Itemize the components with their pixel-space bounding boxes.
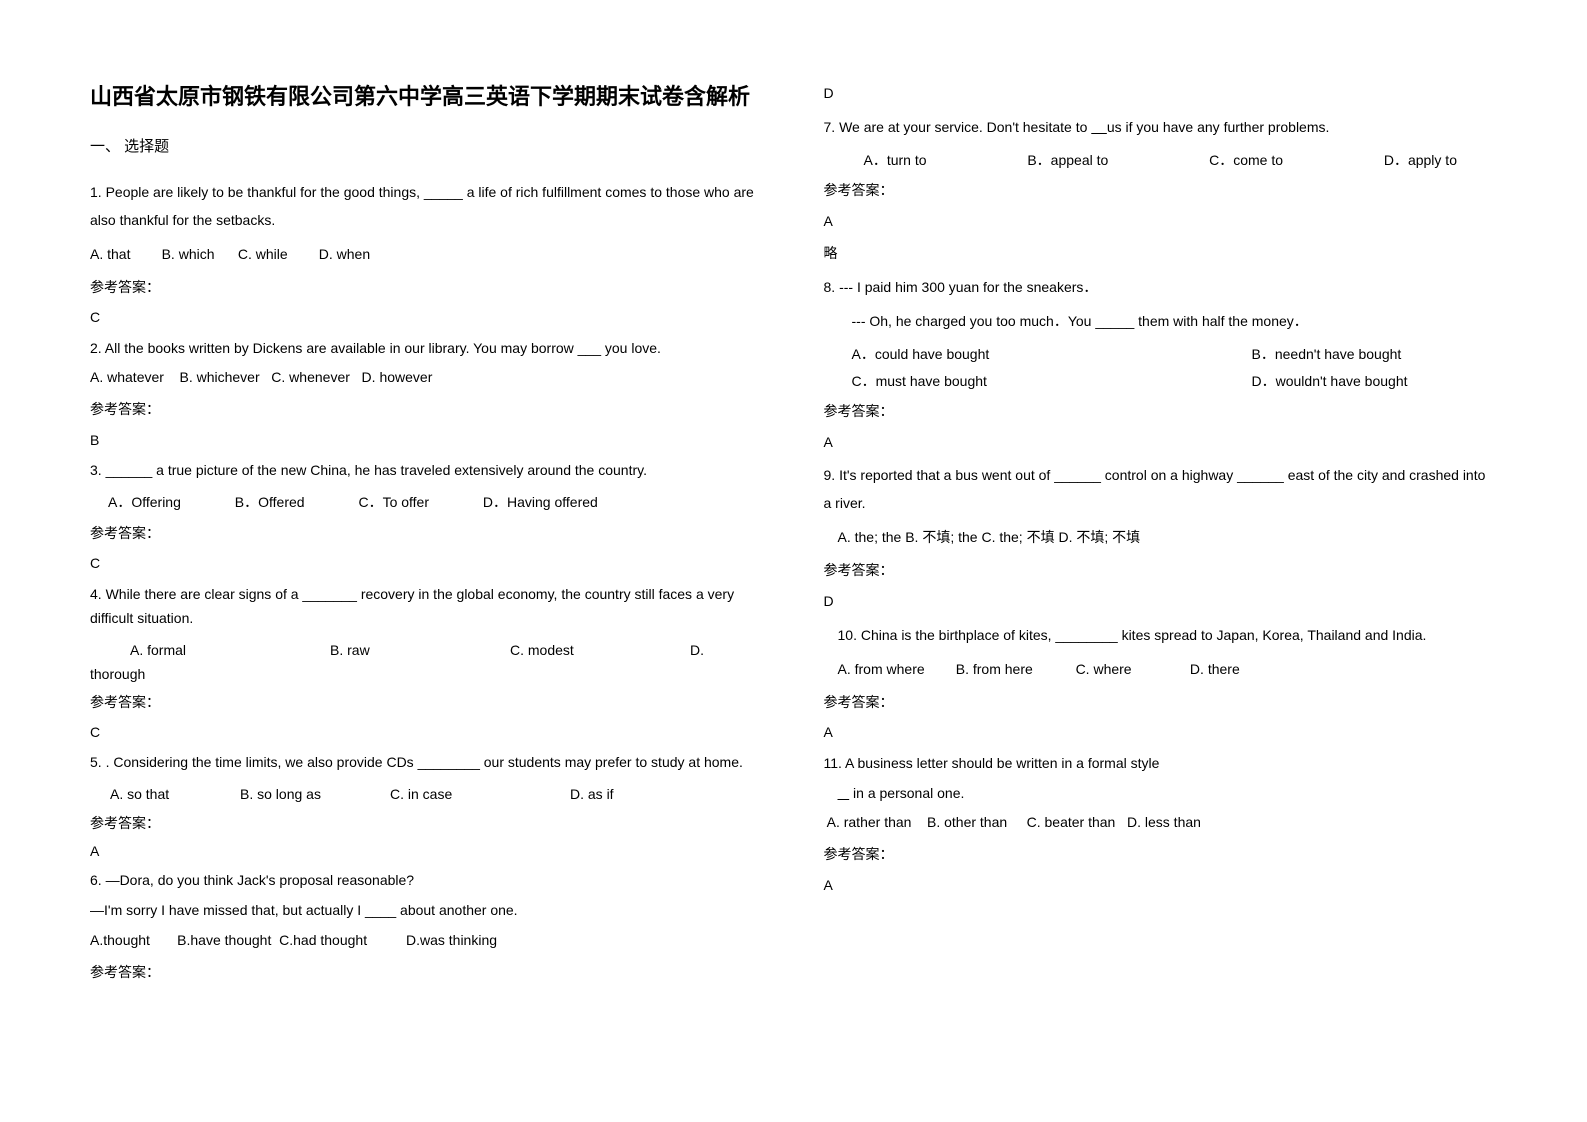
question-9: 9. It's reported that a bus went out of … [824,461,1498,517]
answer-label: 参考答案： [90,274,764,301]
question-11-options: A. rather than B. other than C. beater t… [824,811,1498,835]
option-b: B．appeal to [1027,147,1108,174]
question-10: 10. China is the birthplace of kites, __… [838,621,1498,649]
option-b: B. raw [330,637,510,664]
answer-label: 参考答案： [824,689,1498,716]
answer-label: 参考答案： [824,177,1498,204]
question-3: 3. ______ a true picture of the new Chin… [90,459,764,483]
question-10-options: A. from where B. from here C. where D. t… [838,655,1498,683]
left-column: 山西省太原市钢铁有限公司第六中学高三英语下学期期末试卷含解析 一、 选择题 1.… [90,80,764,1082]
option-a: A．turn to [864,147,927,174]
answer-value: A [824,429,1498,456]
option-d: D．apply to [1384,147,1457,174]
answer-value: C [90,304,764,331]
question-9-options: A. the; the B. 不填; the C. the; 不填 D. 不填;… [838,523,1498,551]
question-8-line2: --- Oh, he charged you too much．You ____… [852,307,1498,335]
question-1: 1. People are likely to be thankful for … [90,178,764,234]
question-8-line1: 8. --- I paid him 300 yuan for the sneak… [824,273,1498,301]
answer-label: 参考答案： [824,841,1498,868]
question-3-options: A．Offering B．Offered C．To offer D．Having… [108,489,764,516]
question-11-line1: 11. A business letter should be written … [824,752,1498,776]
option-b: B. so long as [240,781,390,808]
question-text: 1. People are likely to be thankful for … [90,178,764,234]
answer-label: 参考答案： [824,557,1498,584]
question-4-tail: thorough [90,663,764,687]
question-2-options: A. whatever B. whichever C. whenever D. … [90,366,764,390]
option-d: D. as if [570,781,614,808]
option-c: C. modest [510,637,690,664]
answer-label: 参考答案： [90,812,764,836]
option-d: D．Having offered [483,489,598,516]
question-6-line1: 6. —Dora, do you think Jack's proposal r… [90,869,764,893]
question-7-options: A．turn to B．appeal to C．come to D．apply … [824,147,1498,174]
answer-label: 参考答案： [90,959,764,986]
answer-value: B [90,427,764,454]
question-1-options: A. that B. which C. while D. when [90,240,764,268]
answer-value: C [90,550,764,577]
option-b: B．needn't have bought [1252,341,1402,368]
question-6-line2: —I'm sorry I have missed that, but actua… [90,899,764,923]
answer-value: D [824,588,1498,615]
question-5-options: A. so that B. so long as C. in case D. a… [110,781,764,808]
question-11-line2: in a personal one. [838,782,1498,806]
question-8-options-row2: C．must have bought D．wouldn't have bough… [852,368,1498,395]
answer-value: A [824,208,1498,235]
answer-label: 参考答案： [90,520,764,547]
answer-value: A [90,840,764,864]
option-d: D．wouldn't have bought [1252,368,1408,395]
answer-value-q6: D [824,80,1498,107]
question-7: 7. We are at your service. Don't hesitat… [824,113,1498,141]
option-a: A．could have bought [852,341,1252,368]
option-c: C．To offer [358,489,429,516]
section-header: 一、 选择题 [90,133,764,162]
answer-value: A [824,872,1498,899]
option-d: D. [690,637,704,664]
document-title: 山西省太原市钢铁有限公司第六中学高三英语下学期期末试卷含解析 [90,80,764,113]
option-b: B．Offered [235,489,305,516]
answer-value: C [90,719,764,746]
question-2: 2. All the books written by Dickens are … [90,337,764,361]
option-c: C. in case [390,781,570,808]
option-c: C．must have bought [852,368,1252,395]
option-a: A. so that [110,781,240,808]
question-5: 5. . Considering the time limits, we als… [90,751,764,775]
answer-label: 参考答案： [824,398,1498,425]
question-6-options: A.thought B.have thought C.had thought D… [90,929,764,953]
option-a: A. formal [130,637,330,664]
right-column: D 7. We are at your service. Don't hesit… [824,80,1498,1082]
option-c: C．come to [1209,147,1283,174]
answer-note: 略 [824,240,1498,267]
answer-value: A [824,719,1498,746]
question-text: 7. We are at your service. Don't hesitat… [824,119,1330,135]
question-8-options-row1: A．could have bought B．needn't have bough… [852,341,1498,368]
question-4-options: A. formal B. raw C. modest D. [90,637,764,664]
option-a: A．Offering [108,489,181,516]
answer-label: 参考答案： [90,396,764,423]
question-4: 4. While there are clear signs of a ____… [90,583,764,631]
answer-label: 参考答案： [90,691,764,715]
